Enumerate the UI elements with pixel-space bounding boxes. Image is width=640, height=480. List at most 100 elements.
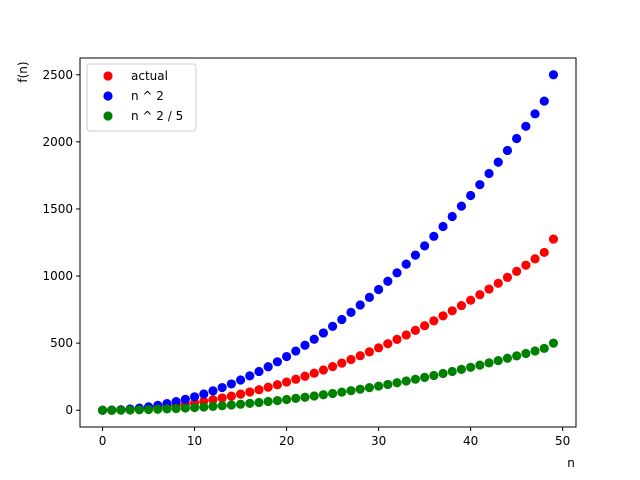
data-point bbox=[401, 259, 411, 269]
legend-label: actual bbox=[131, 69, 168, 83]
data-point bbox=[217, 401, 227, 411]
data-point bbox=[97, 405, 108, 415]
data-point bbox=[199, 402, 209, 412]
data-point bbox=[189, 392, 200, 402]
data-point bbox=[429, 370, 439, 381]
data-point bbox=[254, 397, 264, 408]
data-point bbox=[235, 389, 246, 399]
data-point bbox=[346, 386, 356, 396]
data-point bbox=[245, 387, 255, 397]
data-point bbox=[530, 346, 540, 356]
data-point bbox=[235, 399, 246, 409]
data-point bbox=[484, 284, 494, 294]
data-point bbox=[539, 343, 549, 353]
data-point bbox=[420, 241, 430, 251]
data-point bbox=[401, 330, 411, 340]
data-point bbox=[125, 405, 135, 415]
legend-marker bbox=[103, 71, 113, 81]
data-point bbox=[143, 404, 154, 415]
data-point bbox=[337, 314, 347, 325]
data-point bbox=[383, 339, 393, 349]
data-point bbox=[456, 364, 467, 375]
y-tick-label: 2000 bbox=[42, 135, 73, 149]
data-point bbox=[392, 378, 402, 388]
data-point bbox=[401, 376, 411, 386]
data-point bbox=[456, 201, 467, 211]
data-point bbox=[281, 351, 292, 362]
data-point bbox=[300, 392, 310, 402]
data-point bbox=[171, 403, 181, 414]
data-point bbox=[272, 395, 282, 406]
y-tick-label: 1000 bbox=[42, 269, 73, 283]
data-point bbox=[346, 307, 356, 318]
data-point bbox=[521, 121, 531, 131]
data-point bbox=[429, 231, 439, 241]
data-point bbox=[447, 366, 457, 377]
data-point bbox=[318, 328, 328, 338]
data-point bbox=[355, 351, 365, 361]
legend-marker bbox=[103, 111, 113, 121]
x-tick-label: 30 bbox=[371, 434, 386, 448]
data-point bbox=[420, 321, 430, 331]
data-point bbox=[208, 395, 218, 405]
data-point bbox=[502, 272, 513, 282]
data-point bbox=[272, 380, 282, 390]
series-0 bbox=[97, 234, 559, 415]
data-point bbox=[300, 340, 310, 350]
data-point bbox=[318, 365, 328, 375]
legend-marker bbox=[103, 91, 113, 101]
data-point bbox=[466, 295, 476, 305]
data-point bbox=[226, 400, 236, 410]
data-point bbox=[235, 375, 246, 385]
legend-label: n ^ 2 / 5 bbox=[131, 109, 183, 123]
data-point bbox=[548, 234, 559, 244]
data-point bbox=[410, 374, 421, 384]
y-tick-label: 0 bbox=[65, 403, 73, 417]
data-point bbox=[493, 278, 503, 288]
data-point bbox=[521, 260, 531, 270]
data-point bbox=[539, 96, 549, 106]
data-point bbox=[263, 396, 273, 407]
data-point bbox=[410, 325, 421, 335]
data-point bbox=[309, 368, 319, 378]
data-point bbox=[272, 357, 282, 367]
data-point bbox=[475, 290, 485, 300]
data-point bbox=[475, 360, 485, 370]
data-point bbox=[383, 379, 393, 390]
data-point bbox=[245, 371, 255, 381]
plot-area-frame bbox=[79, 57, 577, 428]
data-point bbox=[208, 386, 218, 396]
data-point bbox=[346, 354, 356, 365]
data-point bbox=[475, 180, 485, 190]
data-point bbox=[189, 402, 200, 413]
data-point bbox=[254, 366, 264, 377]
data-point bbox=[512, 351, 522, 361]
data-point bbox=[217, 382, 227, 393]
data-point bbox=[530, 109, 540, 119]
data-point bbox=[438, 311, 448, 321]
data-point bbox=[180, 403, 190, 413]
data-point bbox=[502, 145, 513, 156]
data-point bbox=[337, 358, 347, 368]
legend-box bbox=[86, 63, 197, 132]
data-point bbox=[502, 353, 513, 363]
data-point bbox=[364, 292, 375, 302]
data-point bbox=[438, 221, 448, 232]
data-point bbox=[374, 381, 384, 391]
data-point bbox=[493, 157, 503, 167]
data-point bbox=[263, 362, 273, 372]
data-point bbox=[466, 362, 476, 372]
data-point bbox=[328, 388, 338, 399]
data-point bbox=[291, 346, 301, 356]
data-point bbox=[456, 300, 467, 311]
x-tick-label: 50 bbox=[555, 434, 570, 448]
data-point bbox=[521, 348, 531, 359]
data-point bbox=[208, 401, 218, 411]
data-point bbox=[107, 405, 117, 415]
data-point bbox=[383, 276, 393, 286]
data-point bbox=[180, 394, 190, 404]
data-point bbox=[484, 358, 494, 368]
data-point bbox=[337, 387, 347, 397]
data-point bbox=[548, 338, 559, 348]
